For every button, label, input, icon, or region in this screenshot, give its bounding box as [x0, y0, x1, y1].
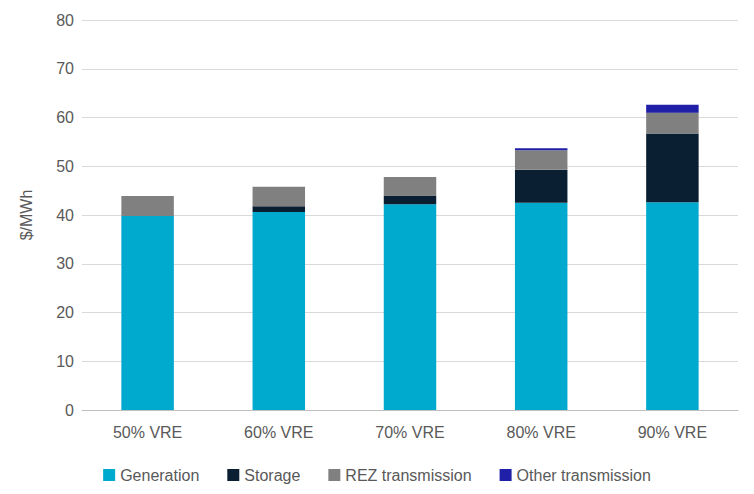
svg-text:60: 60 [56, 109, 74, 126]
svg-text:REZ transmission: REZ transmission [345, 467, 471, 484]
svg-text:80% VRE: 80% VRE [507, 424, 576, 441]
svg-text:60% VRE: 60% VRE [244, 424, 313, 441]
svg-text:70: 70 [56, 60, 74, 77]
svg-text:Storage: Storage [244, 467, 300, 484]
svg-text:50% VRE: 50% VRE [113, 424, 182, 441]
svg-text:20: 20 [56, 304, 74, 321]
svg-text:$/MWh: $/MWh [18, 190, 35, 241]
svg-text:70% VRE: 70% VRE [375, 424, 444, 441]
svg-text:40: 40 [56, 207, 74, 224]
svg-text:90% VRE: 90% VRE [638, 424, 707, 441]
svg-text:50: 50 [56, 158, 74, 175]
svg-text:30: 30 [56, 255, 74, 272]
svg-text:10: 10 [56, 353, 74, 370]
svg-text:Other transmission: Other transmission [517, 467, 651, 484]
svg-text:80: 80 [56, 12, 74, 29]
svg-text:Generation: Generation [120, 467, 199, 484]
svg-text:0: 0 [65, 402, 74, 419]
